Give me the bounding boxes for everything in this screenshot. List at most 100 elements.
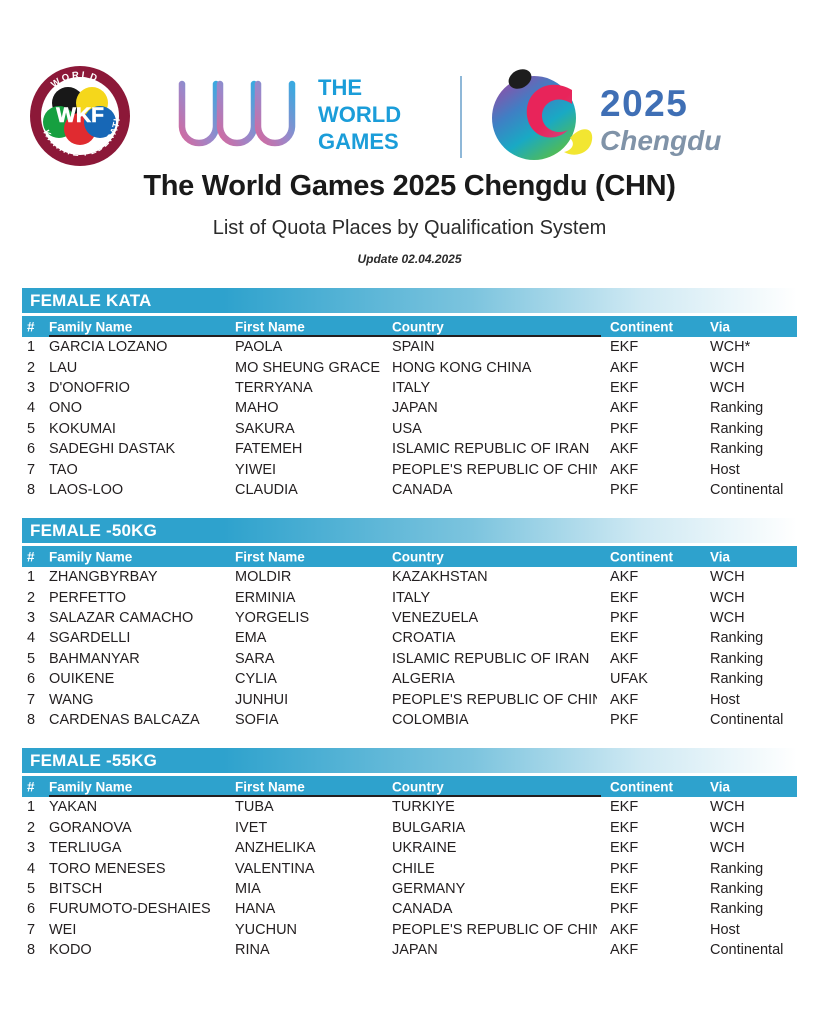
cell-family: LAOS-LOO: [49, 481, 124, 498]
cell-first: RINA: [235, 942, 270, 959]
cell-first: TUBA: [235, 799, 274, 816]
cell-num: 1: [27, 569, 36, 586]
cell-first: CYLIA: [235, 671, 277, 688]
table-row: 3 TERLIUGA ANZHELIKA UKRAINE EKF WCH: [22, 838, 797, 858]
cell-continent: AKF: [610, 650, 639, 667]
table-row: 3 SALAZAR CAMACHO YORGELIS VENEZUELA PKF WCH: [22, 608, 797, 628]
table-row: 4 SGARDELLI EMA CROATIA EKF Ranking: [22, 628, 797, 648]
cell-via: Ranking: [710, 860, 764, 877]
cell-country: COLOMBIA: [392, 712, 469, 729]
cell-country: HONG KONG CHINA: [392, 359, 532, 376]
cell-country: CANADA: [392, 901, 453, 918]
cell-family: BITSCH: [49, 881, 103, 897]
page-title: The World Games 2025 Chengdu (CHN): [143, 170, 676, 202]
cell-family: GARCIA LOZANO: [49, 339, 168, 356]
table-row: 1 GARCIA LOZANO PAOLA SPAIN EKF WCH*: [22, 337, 797, 357]
column-header-first[interactable]: First Name: [235, 549, 305, 565]
column-header-country[interactable]: Country: [392, 779, 444, 795]
cell-country: SPAIN: [392, 339, 435, 356]
cell-continent: AKF: [610, 921, 639, 938]
cell-via: Ranking: [710, 881, 764, 897]
column-header-family[interactable]: Family Name: [49, 779, 133, 795]
column-header-continent[interactable]: Continent: [610, 549, 673, 565]
cell-first: SOFIA: [235, 712, 279, 729]
chengdu-city: Chengdu: [600, 125, 721, 156]
table-row: 2 PERFETTO ERMINIA ITALY EKF WCH: [22, 588, 797, 608]
table-row: 4 ONO MAHO JAPAN AKF Ranking: [22, 398, 797, 418]
cell-country: ITALY: [392, 379, 431, 396]
cell-family: FURUMOTO-DESHAIES: [49, 901, 211, 918]
column-header-first[interactable]: First Name: [235, 319, 305, 334]
cell-family: ONO: [49, 400, 83, 417]
table-column-header: # Family Name First Name Country Continent Vi…: [22, 776, 797, 798]
column-header-country[interactable]: Country: [392, 549, 444, 565]
cell-num: 2: [27, 819, 36, 836]
cell-first: ANZHELIKA: [235, 840, 316, 857]
column-header-family[interactable]: Family Name: [49, 319, 133, 334]
cell-country: ALGERIA: [392, 671, 455, 688]
cell-family: SGARDELLI: [49, 630, 131, 647]
cell-via: Continental: [710, 712, 784, 729]
cell-country: CANADA: [392, 481, 453, 498]
cell-num: 3: [27, 840, 36, 857]
cell-via: Continental: [710, 942, 784, 959]
column-header-first[interactable]: First Name: [235, 779, 305, 795]
cell-num: 7: [27, 691, 36, 708]
svg-text:WKF: WKF: [56, 104, 104, 127]
cell-num: 5: [27, 881, 36, 897]
cell-first: IVET: [235, 819, 268, 836]
cell-via: Host: [710, 921, 740, 938]
cell-continent: EKF: [610, 379, 639, 396]
cell-first: YIWEI: [235, 461, 277, 478]
cell-first: MIA: [235, 881, 261, 897]
cell-country: JAPAN: [392, 942, 438, 959]
cell-continent: AKF: [610, 691, 639, 708]
column-header-continent[interactable]: Continent: [610, 319, 673, 334]
cell-country: ISLAMIC REPUBLIC OF IRAN: [392, 650, 590, 667]
cell-family: OUIKENE: [49, 671, 115, 688]
cell-continent: EKF: [610, 589, 639, 606]
column-header-num[interactable]: #: [27, 549, 35, 565]
table-row: 7 WANG JUNHUI PEOPLE'S REPUBLIC OF CHINA AKF…: [22, 689, 797, 709]
table-row: 3 D'ONOFRIO TERRYANA ITALY EKF WCH: [22, 378, 797, 398]
cell-first: YORGELIS: [235, 610, 310, 627]
twg-line1: THE: [318, 75, 362, 100]
cell-first: TERRYANA: [235, 379, 313, 396]
cell-family: TERLIUGA: [49, 840, 122, 857]
cell-first: ERMINIA: [235, 589, 296, 606]
column-header-country[interactable]: Country: [392, 319, 444, 334]
cell-continent: EKF: [610, 630, 639, 647]
column-header-via[interactable]: Via: [710, 549, 731, 565]
cell-num: 6: [27, 671, 36, 688]
table-row: 6 FURUMOTO-DESHAIES HANA CANADA PKF Ranking: [22, 899, 797, 919]
cell-via: WCH: [710, 840, 745, 857]
cell-via: WCH: [710, 379, 745, 396]
band-spacer: [22, 543, 797, 547]
column-header-continent[interactable]: Continent: [610, 779, 673, 795]
cell-country: PEOPLE'S REPUBLIC OF CHINA: [392, 691, 597, 708]
quota-section: FEMALE -55KG # Family Name First Name Countr…: [22, 748, 797, 960]
column-header-num[interactable]: #: [27, 319, 35, 334]
quota-sections: FEMALE KATA # Family Name First Name Country…: [22, 288, 797, 978]
cell-continent: PKF: [610, 712, 639, 729]
table-row: 1 YAKAN TUBA TURKIYE EKF WCH: [22, 797, 797, 817]
table-row: 5 KOKUMAI SAKURA USA PKF Ranking: [22, 419, 797, 439]
section-title-band: FEMALE -55KG: [22, 748, 797, 774]
column-header-via[interactable]: Via: [710, 319, 731, 334]
column-header-via[interactable]: Via: [710, 779, 731, 795]
table-row: 2 LAU MO SHEUNG GRACE HONG KONG CHINA AKF WCH: [22, 357, 797, 377]
cell-first: SAKURA: [235, 420, 295, 437]
section-title-band: FEMALE -50KG: [22, 518, 797, 544]
cell-country: KAZAKHSTAN: [392, 569, 488, 586]
column-header-num[interactable]: #: [27, 779, 35, 795]
cell-first: CLAUDIA: [235, 481, 298, 498]
cell-via: Ranking: [710, 400, 764, 417]
cell-continent: AKF: [610, 942, 639, 959]
cell-continent: PKF: [610, 901, 639, 918]
column-header-family[interactable]: Family Name: [49, 549, 133, 565]
cell-first: EMA: [235, 630, 267, 647]
cell-via: WCH: [710, 819, 745, 836]
cell-via: Ranking: [710, 671, 764, 688]
chengdu-year: 2025: [600, 83, 688, 124]
table-row: 5 BAHMANYAR SARA ISLAMIC REPUBLIC OF IRAN AK…: [22, 649, 797, 669]
